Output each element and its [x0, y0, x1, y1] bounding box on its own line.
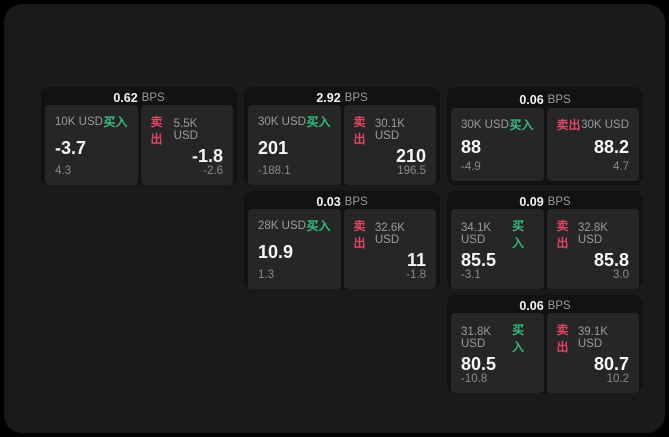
spread-value: 0.06: [519, 299, 544, 313]
sell-size-label: 30K USD: [581, 118, 629, 131]
buy-price: 10.9: [258, 241, 294, 262]
quote-card: 0.03 BPS 28K USD 买入 10.9 1.3 卖出 32.6K US…: [244, 191, 440, 289]
spread-value: 0.09: [519, 195, 544, 209]
sell-tag: 卖出: [353, 115, 366, 146]
buy-subvalue: -188.1: [258, 165, 291, 177]
quote-card: 2.92 BPS 30K USD 买入 201 -188.1 卖出 30.1K …: [244, 87, 440, 185]
sell-price: 88.2: [593, 137, 629, 157]
sell-panel[interactable]: 卖出 30.1K USD 210 196.5: [343, 105, 436, 185]
buy-size-label: 28K USD: [258, 219, 306, 232]
sell-tag: 卖出: [556, 219, 569, 250]
buy-panel[interactable]: 10K USD 买入 -3.7 4.3: [45, 105, 138, 185]
buy-subvalue: -4.9: [461, 161, 481, 173]
buy-size-label: 31.8K USD: [461, 326, 492, 350]
sell-price: 85.8: [593, 250, 629, 270]
spread-header: 0.03 BPS: [248, 195, 436, 209]
buy-tag: 买入: [512, 323, 525, 354]
page-panel: 0.62 BPS 10K USD 买入 -3.7 4.3 卖出 5.5K USD: [4, 4, 665, 433]
buy-tag: 买入: [512, 219, 525, 250]
quote-card: 0.06 BPS 30K USD 买入 88 -4.9 卖出 30K USD: [447, 87, 643, 185]
spread-unit: BPS: [547, 196, 571, 208]
buy-panel[interactable]: 30K USD 买入 201 -188.1: [248, 105, 341, 185]
sell-tag: 卖出: [150, 115, 163, 146]
sell-price: -1.8: [191, 146, 223, 166]
sell-tag: 卖出: [556, 118, 581, 132]
sell-panel[interactable]: 卖出 30K USD 88.2 4.7: [546, 108, 639, 181]
spread-header: 2.92 BPS: [248, 91, 436, 105]
sell-subvalue: 10.2: [606, 373, 629, 385]
spread-unit: BPS: [547, 93, 571, 106]
buy-size-label: 30K USD: [258, 115, 306, 128]
quote-card: 0.09 BPS 34.1K USD 买入 85.5 -3.1 卖出 32.8K…: [447, 191, 643, 289]
sell-size-label: 32.8K USD: [577, 222, 608, 246]
sell-subvalue: 196.5: [397, 165, 426, 177]
buy-subvalue: -10.8: [461, 373, 488, 385]
spread-unit: BPS: [344, 92, 368, 104]
sell-price: 210: [395, 146, 426, 166]
buy-panel[interactable]: 31.8K USD 买入 80.5 -10.8: [451, 313, 544, 393]
buy-price: 201: [258, 137, 289, 158]
sell-panel[interactable]: 卖出 32.6K USD 11 -1.8: [343, 209, 436, 289]
spread-unit: BPS: [141, 92, 165, 104]
buy-price: 88: [461, 137, 482, 157]
buy-size-label: 10K USD: [55, 115, 103, 128]
sell-subvalue: 3.0: [613, 269, 629, 281]
sell-price: 11: [406, 250, 426, 270]
spread-value: 0.03: [316, 195, 341, 209]
spread-header: 0.62 BPS: [45, 91, 233, 105]
spread-value: 0.06: [519, 92, 544, 107]
buy-price: -3.7: [55, 137, 87, 158]
spread-header: 0.06 BPS: [451, 91, 639, 108]
sell-size-label: 32.6K USD: [374, 222, 405, 246]
spread-unit: BPS: [547, 300, 571, 312]
sell-subvalue: 4.7: [613, 161, 629, 173]
buy-panel[interactable]: 30K USD 买入 88 -4.9: [451, 108, 544, 181]
sell-tag: 卖出: [353, 219, 366, 250]
buy-size-label: 30K USD: [461, 118, 509, 131]
sell-panel[interactable]: 卖出 32.8K USD 85.8 3.0: [546, 209, 639, 289]
buy-size-label: 34.1K USD: [461, 222, 492, 246]
sell-tag: 卖出: [556, 323, 569, 354]
spread-header: 0.09 BPS: [451, 195, 639, 209]
spread-header: 0.06 BPS: [451, 299, 639, 313]
buy-subvalue: -3.1: [461, 269, 481, 281]
sell-size-label: 5.5K USD: [173, 118, 198, 142]
buy-tag: 买入: [306, 115, 331, 129]
buy-price: 80.5: [461, 354, 497, 374]
buy-tag: 买入: [509, 118, 534, 132]
quote-card: 0.62 BPS 10K USD 买入 -3.7 4.3 卖出 5.5K USD: [41, 87, 237, 185]
sell-panel[interactable]: 卖出 5.5K USD -1.8 -2.6: [140, 105, 233, 185]
buy-tag: 买入: [103, 115, 128, 129]
quote-grid: 0.62 BPS 10K USD 买入 -3.7 4.3 卖出 5.5K USD: [41, 87, 643, 393]
sell-size-label: 30.1K USD: [374, 118, 405, 142]
spread-value: 2.92: [316, 91, 341, 105]
sell-panel[interactable]: 卖出 39.1K USD 80.7 10.2: [546, 313, 639, 393]
quote-card: 0.06 BPS 31.8K USD 买入 80.5 -10.8 卖出 39.1…: [447, 295, 643, 393]
buy-subvalue: 4.3: [55, 165, 71, 177]
buy-panel[interactable]: 34.1K USD 买入 85.5 -3.1: [451, 209, 544, 289]
spread-unit: BPS: [344, 196, 368, 208]
buy-tag: 买入: [306, 219, 331, 233]
buy-panel[interactable]: 28K USD 买入 10.9 1.3: [248, 209, 341, 289]
sell-price: 80.7: [593, 354, 629, 374]
sell-subvalue: -1.8: [406, 269, 426, 281]
sell-size-label: 39.1K USD: [577, 326, 608, 350]
sell-subvalue: -2.6: [203, 165, 223, 177]
buy-price: 85.5: [461, 250, 497, 270]
spread-value: 0.62: [113, 91, 138, 105]
buy-subvalue: 1.3: [258, 269, 274, 281]
